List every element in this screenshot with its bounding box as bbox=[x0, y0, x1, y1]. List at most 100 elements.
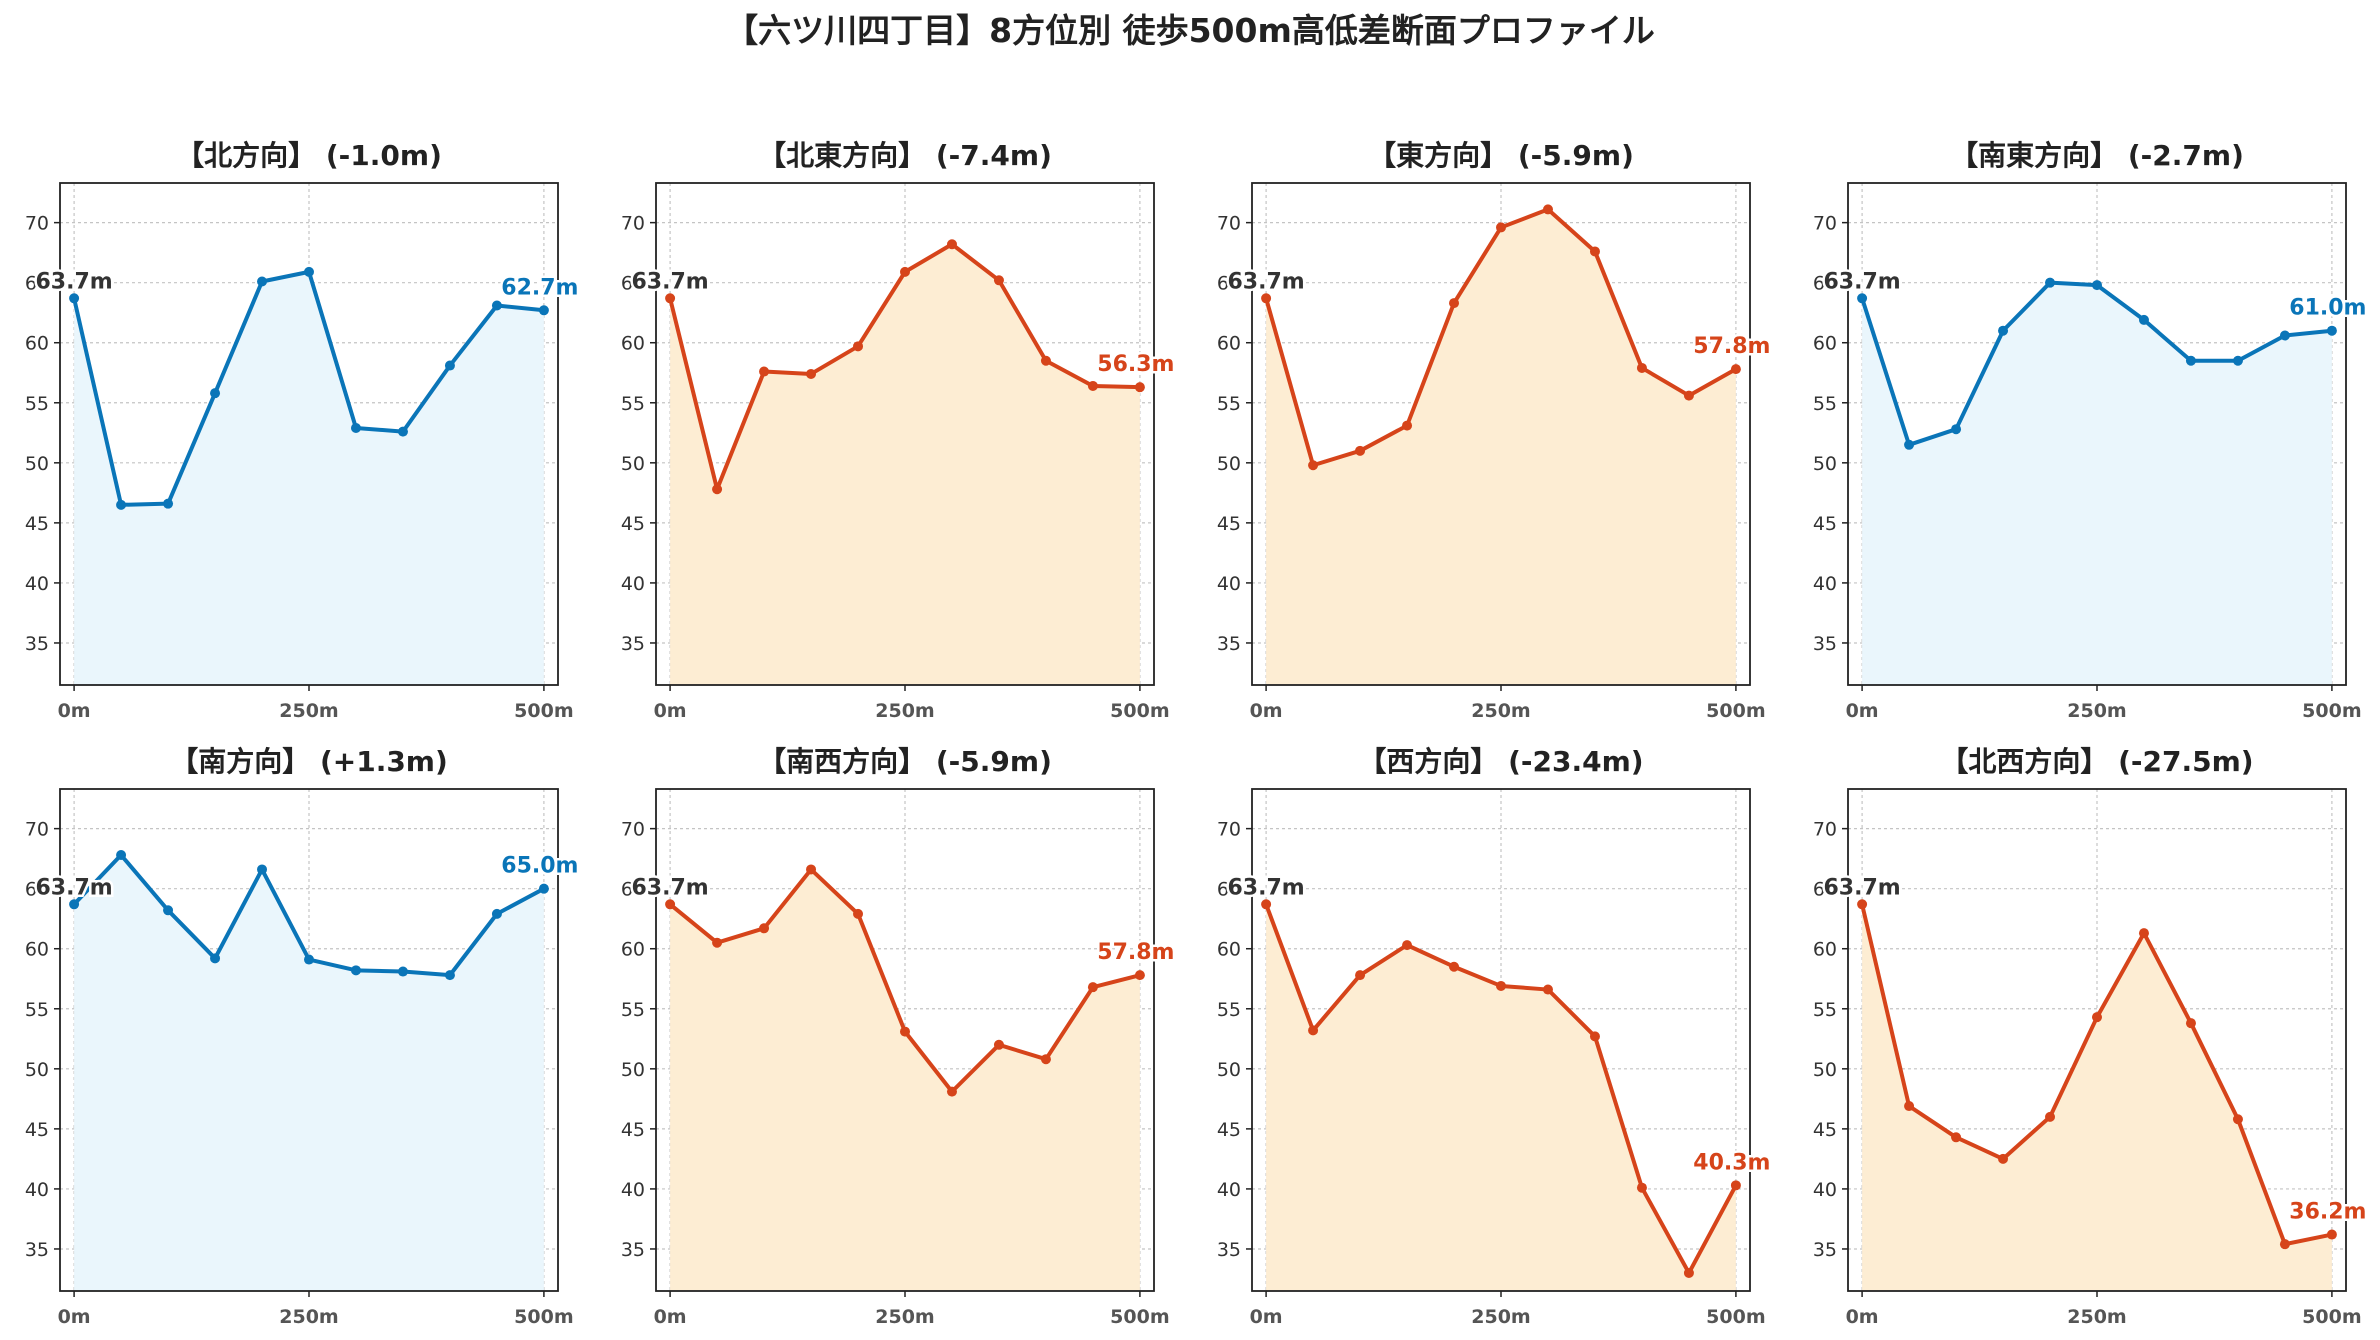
panel-title: 【南東方向】 (-2.7m) bbox=[1950, 139, 2244, 172]
data-point bbox=[665, 899, 676, 910]
x-tick-label: 500m bbox=[1706, 700, 1765, 722]
data-point bbox=[1261, 899, 1272, 910]
data-point bbox=[1683, 390, 1694, 401]
x-tick-label: 0m bbox=[58, 1306, 91, 1328]
y-tick-label: 40 bbox=[25, 1179, 49, 1201]
data-point bbox=[993, 275, 1004, 286]
data-point bbox=[257, 276, 268, 287]
data-point bbox=[2185, 355, 2196, 366]
y-tick-label: 55 bbox=[1813, 393, 1837, 415]
data-point bbox=[1636, 1182, 1647, 1193]
data-point bbox=[853, 341, 864, 352]
x-tick-label: 500m bbox=[2302, 1306, 2361, 1328]
data-point bbox=[2326, 1229, 2337, 1240]
area-fill bbox=[74, 855, 544, 1291]
y-tick-label: 35 bbox=[1217, 633, 1241, 655]
start-value-label: 63.7m bbox=[631, 875, 708, 900]
data-point bbox=[1134, 970, 1145, 981]
x-tick-label: 500m bbox=[1110, 700, 1169, 722]
y-tick-label: 65 bbox=[25, 879, 49, 901]
data-point bbox=[2045, 277, 2056, 288]
panel-title: 【南西方向】 (-5.9m) bbox=[758, 745, 1052, 778]
data-point bbox=[538, 305, 549, 316]
y-tick-label: 50 bbox=[1813, 1059, 1837, 1081]
y-tick-label: 50 bbox=[1813, 453, 1837, 475]
y-tick-label: 70 bbox=[1813, 213, 1837, 235]
data-point bbox=[69, 899, 80, 910]
data-point bbox=[853, 908, 864, 919]
data-point bbox=[1087, 982, 1098, 993]
data-point bbox=[397, 966, 408, 977]
panel-title: 【東方向】 (-5.9m) bbox=[1368, 139, 1634, 172]
x-tick-label: 250m bbox=[279, 1306, 338, 1328]
x-tick-label: 250m bbox=[1471, 1306, 1530, 1328]
panel-title: 【西方向】 (-23.4m) bbox=[1358, 745, 1643, 778]
chart-panel: 【南方向】 (+1.3m) 35 40 45 50 55 60 65 70 0m 250m 500m 6… bbox=[25, 745, 581, 1328]
x-tick-label: 0m bbox=[1846, 1306, 1879, 1328]
panel-title: 【南方向】 (+1.3m) bbox=[170, 745, 448, 778]
y-tick-label: 70 bbox=[25, 819, 49, 841]
data-point bbox=[759, 366, 770, 377]
data-point bbox=[1542, 984, 1553, 995]
data-point bbox=[1087, 380, 1098, 391]
data-point bbox=[712, 484, 723, 495]
data-point bbox=[993, 1039, 1004, 1050]
data-point bbox=[946, 239, 957, 250]
data-point bbox=[2279, 330, 2290, 341]
y-tick-label: 40 bbox=[1813, 1179, 1837, 1201]
end-value-label: 57.8m bbox=[1097, 940, 1174, 965]
chart-panel: 【北西方向】 (-27.5m) 35 40 45 50 55 60 65 70 0m 250m 500… bbox=[1813, 745, 2369, 1328]
data-point bbox=[397, 426, 408, 437]
x-tick-label: 0m bbox=[1846, 700, 1879, 722]
x-tick-label: 500m bbox=[2302, 700, 2361, 722]
data-point bbox=[1904, 1101, 1915, 1112]
data-point bbox=[2045, 1111, 2056, 1122]
y-tick-label: 60 bbox=[621, 939, 645, 961]
data-point bbox=[257, 864, 268, 875]
y-tick-label: 45 bbox=[1813, 513, 1837, 535]
y-tick-label: 40 bbox=[1217, 1179, 1241, 1201]
x-tick-label: 250m bbox=[2067, 700, 2126, 722]
y-tick-label: 50 bbox=[621, 453, 645, 475]
y-tick-label: 45 bbox=[1813, 1119, 1837, 1141]
data-point bbox=[163, 905, 174, 916]
data-point bbox=[1998, 1153, 2009, 1164]
data-point bbox=[759, 923, 770, 934]
x-tick-label: 250m bbox=[875, 700, 934, 722]
data-point bbox=[2092, 1012, 2102, 1023]
data-point bbox=[491, 300, 502, 311]
y-tick-label: 35 bbox=[25, 633, 49, 655]
data-point bbox=[210, 953, 221, 964]
data-point bbox=[1496, 980, 1506, 991]
data-point bbox=[350, 422, 361, 433]
chart-panel: 【西方向】 (-23.4m) 35 40 45 50 55 60 65 70 0m 250m 500m… bbox=[1217, 745, 1773, 1328]
x-tick-label: 250m bbox=[875, 1306, 934, 1328]
y-tick-label: 40 bbox=[1217, 573, 1241, 595]
data-point bbox=[900, 1026, 910, 1037]
x-tick-label: 500m bbox=[514, 1306, 573, 1328]
y-tick-label: 50 bbox=[621, 1059, 645, 1081]
data-point bbox=[444, 360, 455, 371]
data-point bbox=[806, 368, 817, 379]
y-tick-label: 40 bbox=[1813, 573, 1837, 595]
data-point bbox=[1402, 420, 1413, 431]
panel-title: 【北方向】 (-1.0m) bbox=[176, 139, 442, 172]
x-tick-label: 0m bbox=[1250, 1306, 1283, 1328]
data-point bbox=[1904, 439, 1915, 450]
data-point bbox=[1261, 293, 1272, 304]
data-point bbox=[2138, 928, 2149, 939]
end-value-label: 65.0m bbox=[501, 854, 578, 879]
y-tick-label: 40 bbox=[621, 573, 645, 595]
data-point bbox=[2092, 280, 2102, 291]
data-point bbox=[1951, 1132, 1962, 1143]
panel-title: 【北東方向】 (-7.4m) bbox=[758, 139, 1052, 172]
data-point bbox=[1040, 1054, 1051, 1065]
data-point bbox=[1402, 940, 1413, 951]
end-value-label: 40.3m bbox=[1693, 1150, 1770, 1175]
data-point bbox=[900, 266, 910, 277]
data-point bbox=[491, 908, 502, 919]
area-fill bbox=[1266, 904, 1736, 1291]
y-tick-label: 55 bbox=[1813, 999, 1837, 1021]
data-point bbox=[1040, 355, 1051, 366]
y-tick-label: 65 bbox=[621, 273, 645, 295]
